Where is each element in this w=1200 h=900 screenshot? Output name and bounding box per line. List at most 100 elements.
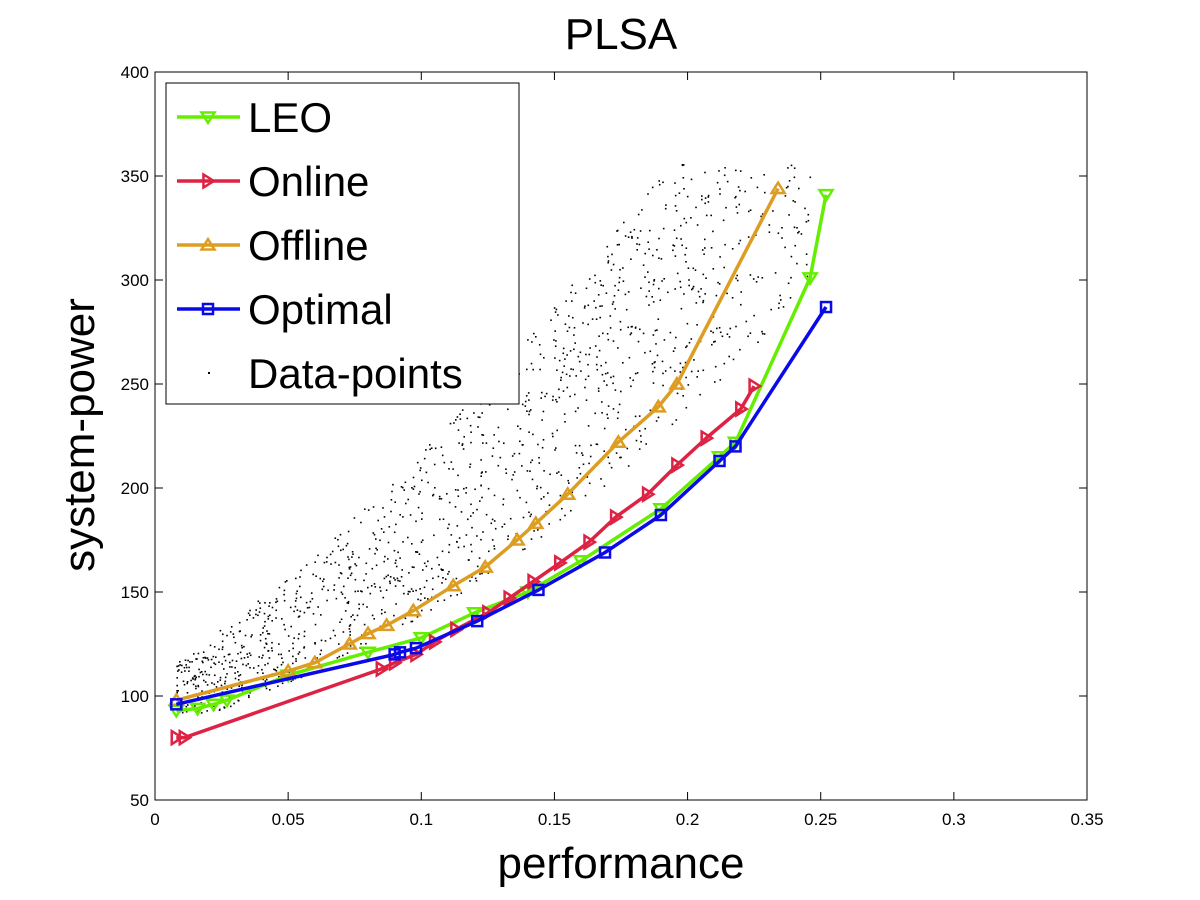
data-point: [338, 564, 340, 566]
data-point: [348, 568, 351, 570]
data-point: [245, 664, 248, 667]
data-point: [679, 286, 682, 289]
data-point: [542, 439, 545, 441]
legend-marker-online: [202, 172, 217, 190]
data-point: [389, 582, 391, 585]
data-point: [390, 510, 392, 513]
data-point: [616, 229, 619, 232]
data-point: [627, 236, 630, 238]
data-point: [264, 685, 267, 688]
data-point: [200, 712, 203, 714]
data-point: [636, 243, 638, 245]
data-point: [778, 302, 780, 305]
series-point-optimal: [729, 440, 742, 453]
y-tick-label: 400: [121, 63, 149, 82]
data-point: [642, 332, 645, 335]
series-point-online: [178, 728, 193, 747]
series-point-offline: [508, 531, 526, 546]
data-point: [425, 565, 428, 568]
data-point: [348, 558, 350, 561]
data-point: [734, 196, 736, 199]
data-point: [373, 583, 376, 585]
data-point: [176, 684, 178, 687]
data-point: [303, 635, 306, 638]
data-point: [192, 678, 194, 680]
data-point: [329, 553, 332, 556]
data-point: [206, 657, 209, 659]
data-point: [342, 631, 345, 633]
data-point: [404, 617, 407, 620]
data-point: [288, 650, 290, 652]
data-point: [202, 661, 204, 664]
data-point: [249, 654, 252, 657]
data-point: [568, 482, 570, 484]
data-point: [342, 654, 344, 657]
data-point: [275, 598, 278, 600]
data-point: [578, 360, 581, 363]
data-point: [393, 614, 395, 617]
data-point: [185, 710, 188, 713]
data-point: [430, 609, 432, 611]
data-point: [739, 189, 741, 192]
data-point: [626, 447, 629, 450]
series-point-offline: [609, 434, 628, 449]
data-point: [411, 620, 414, 623]
data-point: [724, 167, 726, 169]
data-point: [696, 376, 698, 378]
data-point: [574, 342, 576, 344]
data-point: [380, 528, 383, 530]
data-point: [463, 436, 465, 438]
data-point: [558, 388, 560, 391]
series-point-online: [553, 554, 568, 572]
data-point: [477, 426, 479, 428]
data-point: [427, 481, 429, 484]
data-point: [315, 575, 317, 577]
data-point: [528, 511, 530, 514]
data-point: [211, 682, 213, 684]
data-point: [467, 518, 469, 521]
series-point-offline: [527, 515, 545, 530]
data-point: [219, 679, 222, 681]
data-point: [761, 330, 763, 333]
data-point: [412, 488, 415, 490]
data-point: [612, 375, 615, 378]
data-point: [471, 576, 473, 578]
data-point: [283, 599, 286, 602]
data-point: [608, 462, 611, 465]
data-point: [395, 559, 397, 562]
data-point: [354, 578, 357, 581]
data-point: [384, 611, 386, 614]
data-point: [493, 548, 496, 550]
data-point: [405, 502, 407, 505]
data-point: [673, 229, 676, 231]
data-point: [596, 356, 598, 358]
series-point-offline: [306, 654, 324, 669]
data-point: [452, 468, 454, 470]
data-point: [381, 609, 383, 611]
data-point: [620, 456, 622, 459]
data-point: [768, 224, 771, 226]
data-point: [388, 526, 391, 528]
data-point: [707, 194, 710, 197]
data-point: [298, 615, 301, 617]
data-point: [265, 687, 268, 690]
data-point: [351, 556, 353, 558]
data-point: [401, 569, 403, 571]
data-point: [292, 655, 294, 658]
data-point: [345, 544, 348, 547]
data-point: [256, 672, 259, 674]
data-point: [550, 319, 552, 321]
data-point: [796, 227, 798, 229]
data-point: [372, 506, 375, 508]
data-point: [197, 652, 200, 655]
data-point: [674, 194, 677, 197]
data-point: [562, 352, 565, 355]
data-point: [729, 327, 732, 330]
data-point: [371, 567, 374, 570]
data-point: [601, 305, 603, 307]
data-point: [487, 572, 490, 574]
data-point: [599, 280, 602, 282]
data-point: [567, 479, 569, 482]
data-point: [590, 444, 592, 447]
data-point: [598, 335, 600, 337]
